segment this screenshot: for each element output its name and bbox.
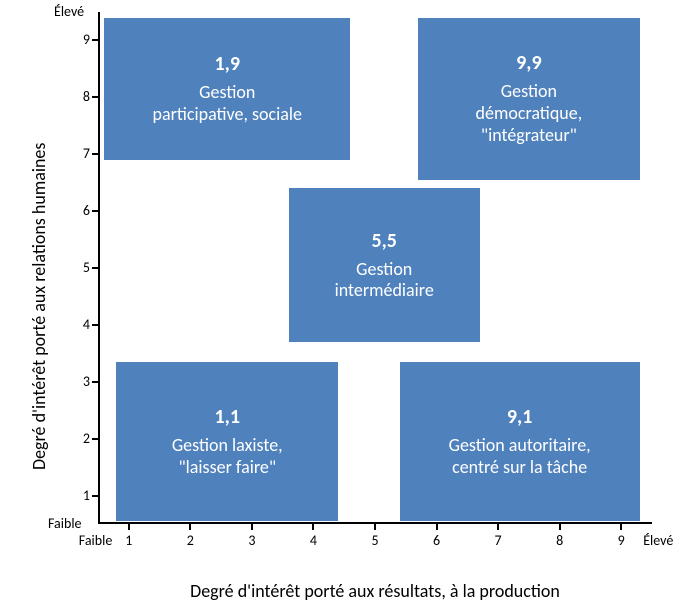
x-tick-label: 3 bbox=[242, 532, 262, 549]
y-tick bbox=[92, 210, 98, 212]
y-tick bbox=[92, 438, 98, 440]
x-tick-label: 1 bbox=[119, 532, 139, 549]
x-tick-label: 6 bbox=[427, 532, 447, 549]
y-tick-label: 9 bbox=[72, 31, 90, 48]
x-tick bbox=[374, 524, 376, 530]
box-coord: 9,9 bbox=[516, 51, 541, 75]
box-coord: 9,1 bbox=[507, 405, 532, 429]
managerial-grid-chart: Degré d'intérêt porté aux relations huma… bbox=[0, 0, 696, 614]
y-tick-label: 1 bbox=[72, 487, 90, 504]
x-tick bbox=[128, 524, 130, 530]
x-tick bbox=[312, 524, 314, 530]
box-1-1: 1,1 Gestion laxiste, "laisser faire" bbox=[116, 362, 338, 521]
y-tick-label: 5 bbox=[72, 259, 90, 276]
plot-area: 123456789123456789FaibleÉlevéFaibleÉlevé… bbox=[98, 12, 652, 524]
y-tick bbox=[92, 381, 98, 383]
box-desc: Gestion participative, sociale bbox=[152, 82, 302, 125]
x-tick bbox=[620, 524, 622, 530]
y-tick-label: 4 bbox=[72, 316, 90, 333]
x-tick bbox=[559, 524, 561, 530]
y-tick bbox=[92, 96, 98, 98]
box-desc: Gestion autoritaire, centré sur la tâche bbox=[449, 435, 591, 478]
y-tick bbox=[92, 153, 98, 155]
y-tick-label: 3 bbox=[72, 373, 90, 390]
y-low-label: Faible bbox=[48, 515, 82, 532]
x-tick bbox=[189, 524, 191, 530]
box-coord: 5,5 bbox=[372, 229, 397, 253]
y-high-label: Élevé bbox=[54, 3, 84, 20]
box-desc: Gestion démocratique, "intégrateur" bbox=[476, 81, 583, 146]
y-tick-label: 2 bbox=[72, 430, 90, 447]
y-tick bbox=[92, 324, 98, 326]
x-tick bbox=[251, 524, 253, 530]
box-9-9: 9,9 Gestion démocratique, "intégrateur" bbox=[418, 18, 640, 180]
x-axis-title: Degré d'intérêt porté aux résultats, à l… bbox=[98, 580, 652, 602]
y-tick-label: 7 bbox=[72, 145, 90, 162]
x-tick bbox=[436, 524, 438, 530]
box-1-9: 1,9 Gestion participative, sociale bbox=[104, 18, 350, 160]
x-tick-label: 7 bbox=[488, 532, 508, 549]
x-tick bbox=[497, 524, 499, 530]
y-tick-label: 6 bbox=[72, 202, 90, 219]
x-tick-label: 8 bbox=[550, 532, 570, 549]
box-desc: Gestion intermédiaire bbox=[335, 259, 434, 302]
y-axis-line bbox=[98, 12, 100, 524]
x-low-label: Faible bbox=[79, 532, 113, 549]
y-tick bbox=[92, 267, 98, 269]
y-tick bbox=[92, 495, 98, 497]
box-coord: 1,1 bbox=[215, 405, 240, 429]
box-coord: 1,9 bbox=[215, 52, 240, 76]
x-tick-label: 2 bbox=[180, 532, 200, 549]
x-high-label: Élevé bbox=[643, 532, 673, 549]
x-tick-label: 9 bbox=[611, 532, 631, 549]
box-desc: Gestion laxiste, "laisser faire" bbox=[172, 435, 283, 478]
y-tick bbox=[92, 39, 98, 41]
x-tick-label: 4 bbox=[303, 532, 323, 549]
box-9-1: 9,1 Gestion autoritaire, centré sur la tâ… bbox=[400, 362, 640, 521]
box-5-5: 5,5 Gestion intermédiaire bbox=[289, 188, 480, 342]
x-tick-label: 5 bbox=[365, 532, 385, 549]
y-tick-label: 8 bbox=[72, 88, 90, 105]
y-axis-title: Degré d'intérêt porté aux relations huma… bbox=[28, 143, 50, 470]
